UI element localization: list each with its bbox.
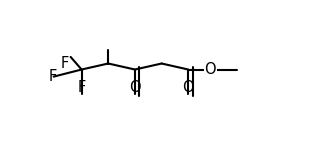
Text: F: F — [48, 69, 57, 84]
Text: O: O — [182, 80, 194, 95]
Text: F: F — [77, 80, 86, 95]
Text: F: F — [61, 56, 69, 71]
Text: O: O — [204, 62, 216, 77]
Text: O: O — [129, 80, 141, 95]
